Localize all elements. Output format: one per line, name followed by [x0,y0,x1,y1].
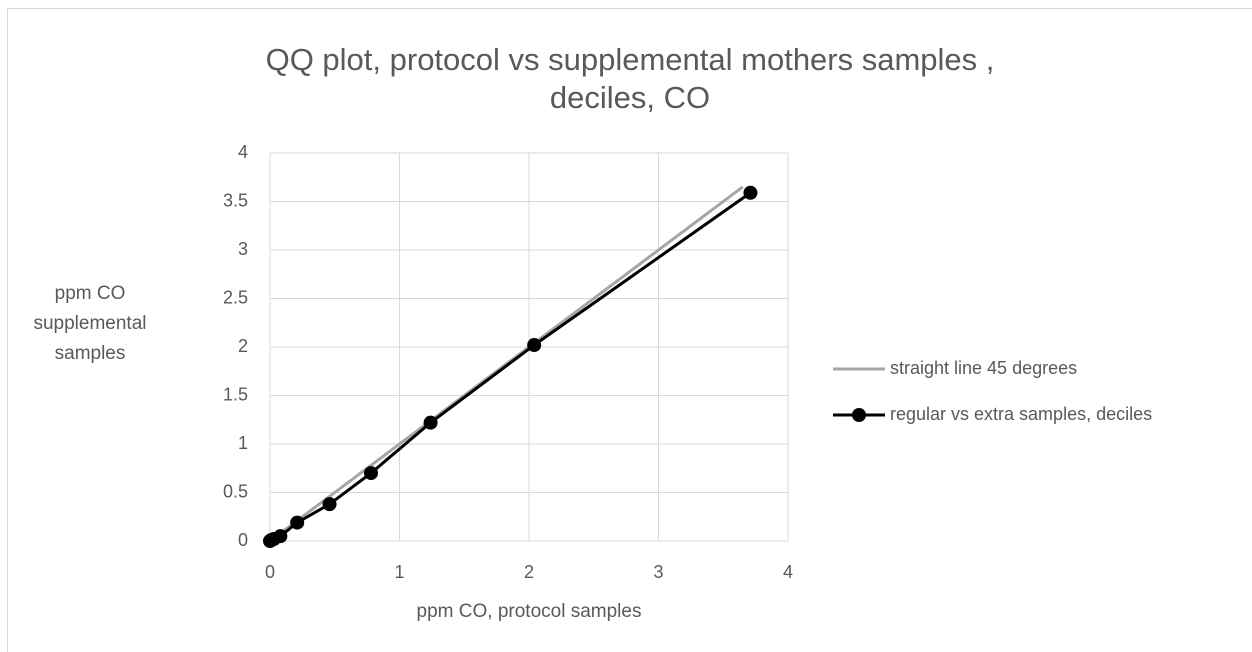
chart-title: deciles, CO [550,80,710,115]
x-tick-label: 1 [394,562,404,582]
x-tick-label: 0 [265,562,275,582]
y-tick-label: 2.5 [223,287,248,307]
chart-title: QQ plot, protocol vs supplemental mother… [266,42,995,77]
y-tick-label: 3 [238,239,248,259]
y-tick-label: 1 [238,433,248,453]
y-tick-label: 4 [238,142,248,162]
legend-marker [852,408,866,422]
x-tick-label: 2 [524,562,534,582]
y-tick-label: 1.5 [223,384,248,404]
y-axis-label: samples [55,343,126,364]
data-point [423,415,438,430]
data-point [743,185,758,200]
y-tick-label: 3.5 [223,190,248,210]
series-line [269,185,744,543]
y-tick-label: 0 [238,530,248,550]
y-axis-label: ppm CO [55,283,126,304]
y-axis-label: supplemental [33,313,146,334]
legend-label: straight line 45 degrees [890,358,1077,378]
x-axis-label: ppm CO, protocol samples [417,601,642,622]
data-point [290,515,305,530]
y-tick-label: 0.5 [223,481,248,501]
x-tick-label: 4 [783,562,793,582]
legend-label: regular vs extra samples, deciles [890,404,1152,424]
data-point [322,497,337,512]
data-point [364,466,379,481]
chart-frame [7,8,1252,652]
data-point [527,338,542,353]
data-point [273,529,288,544]
x-tick-label: 3 [653,562,663,582]
y-tick-label: 2 [238,336,248,356]
